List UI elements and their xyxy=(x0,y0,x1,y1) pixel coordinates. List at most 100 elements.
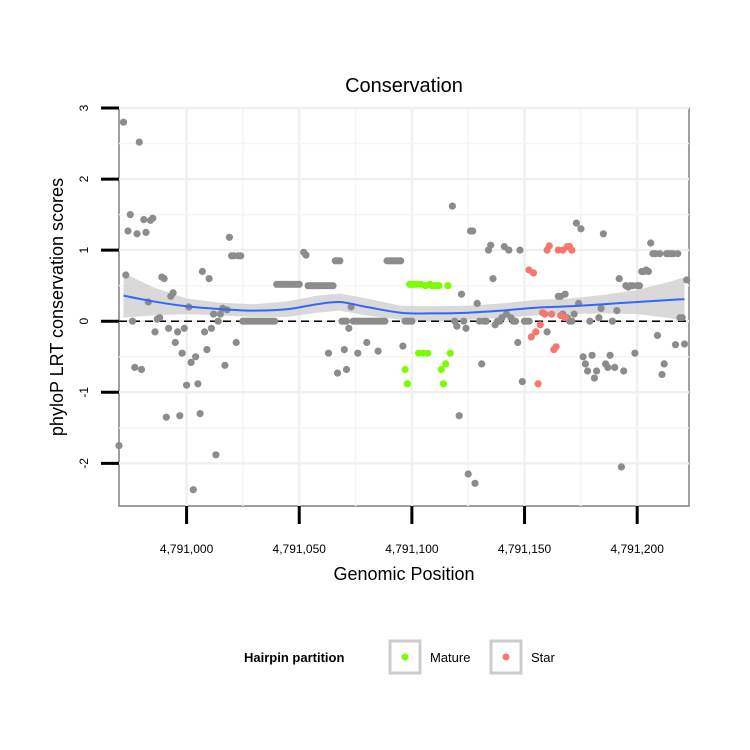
y-tick-label-5: 3 xyxy=(77,104,91,111)
point-other-151 xyxy=(482,317,490,325)
point-other-132 xyxy=(342,365,351,374)
point-other-186 xyxy=(586,317,594,325)
point-star-7 xyxy=(541,310,549,318)
point-other-51 xyxy=(232,338,240,347)
y-axis: -2 -1 0 1 2 3 xyxy=(77,104,119,469)
y-tick-label-3: 1 xyxy=(77,246,91,253)
point-other-142 xyxy=(462,324,470,332)
point-other-37 xyxy=(201,328,209,336)
point-other-116 xyxy=(381,317,389,325)
point-other-190 xyxy=(595,314,603,322)
point-other-6 xyxy=(131,363,139,371)
point-other-99 xyxy=(342,317,351,325)
point-other-200 xyxy=(617,463,626,471)
point-other-34 xyxy=(194,380,202,388)
point-other-138 xyxy=(453,322,461,330)
data-points xyxy=(115,118,691,494)
point-other-153 xyxy=(487,241,495,249)
point-other-217 xyxy=(656,250,664,258)
x-tick-label-0: 4,791,000 xyxy=(160,542,214,556)
point-other-194 xyxy=(604,363,612,371)
point-star-2 xyxy=(529,269,538,277)
point-other-178 xyxy=(568,317,576,325)
point-other-31 xyxy=(187,358,195,366)
point-other-130 xyxy=(333,369,342,377)
point-other-128 xyxy=(408,317,416,325)
point-star-1 xyxy=(527,333,535,341)
point-other-145 xyxy=(469,227,477,235)
legend-title: Hairpin partition xyxy=(244,650,344,665)
point-other-124 xyxy=(399,342,407,350)
point-other-9 xyxy=(137,365,146,374)
x-tick-label-2: 4,791,100 xyxy=(385,542,439,556)
point-other-27 xyxy=(178,349,186,357)
point-other-170 xyxy=(525,317,533,325)
point-other-24 xyxy=(171,338,179,347)
point-other-19 xyxy=(160,275,168,283)
point-other-218 xyxy=(658,370,666,379)
point-other-167 xyxy=(518,378,526,386)
point-other-5 xyxy=(128,317,137,325)
point-other-198 xyxy=(613,307,621,315)
point-star-12 xyxy=(552,343,560,351)
point-other-42 xyxy=(212,451,220,459)
point-other-196 xyxy=(608,317,617,325)
point-other-2 xyxy=(122,271,130,279)
y-axis-title: phyloP LRT conservation scores xyxy=(47,178,67,436)
point-other-46 xyxy=(221,361,229,369)
point-other-146 xyxy=(471,479,479,487)
point-other-32 xyxy=(189,486,197,494)
point-mature-16 xyxy=(437,365,445,374)
point-star-19 xyxy=(568,246,576,254)
point-other-201 xyxy=(620,367,628,375)
point-other-133 xyxy=(354,349,362,357)
point-other-100 xyxy=(345,324,353,332)
point-other-79 xyxy=(295,280,303,288)
point-other-166 xyxy=(516,246,524,254)
point-other-180 xyxy=(572,219,581,227)
point-other-21 xyxy=(165,324,173,332)
point-other-0 xyxy=(115,442,123,450)
point-other-1 xyxy=(119,118,128,126)
point-other-182 xyxy=(577,225,585,233)
point-mature-19 xyxy=(444,282,452,290)
point-other-135 xyxy=(374,347,382,355)
point-other-53 xyxy=(237,252,245,260)
point-other-179 xyxy=(570,310,578,318)
point-mature-18 xyxy=(442,360,450,368)
point-other-225 xyxy=(674,250,682,258)
point-other-197 xyxy=(611,363,619,371)
point-other-161 xyxy=(505,246,513,254)
point-other-224 xyxy=(671,341,680,349)
x-tick-label-3: 4,791,150 xyxy=(498,542,552,556)
point-other-185 xyxy=(584,367,592,375)
point-other-134 xyxy=(363,338,371,347)
y-tick-label-2: 0 xyxy=(77,318,91,325)
point-other-219 xyxy=(660,360,668,368)
point-star-4 xyxy=(534,380,542,388)
x-axis-title: Genomic Position xyxy=(333,564,474,584)
point-other-4 xyxy=(126,211,134,219)
point-other-131 xyxy=(340,346,348,354)
point-other-175 xyxy=(561,290,569,298)
point-mature-1 xyxy=(403,380,411,388)
point-other-183 xyxy=(579,353,587,361)
point-mature-0 xyxy=(401,365,409,374)
point-other-39 xyxy=(205,275,213,283)
x-tick-label-4: 4,791,200 xyxy=(610,542,664,556)
point-other-164 xyxy=(511,317,520,325)
point-other-40 xyxy=(207,324,215,332)
point-other-192 xyxy=(599,230,608,238)
point-other-15 xyxy=(151,328,159,336)
point-other-8 xyxy=(135,138,143,146)
point-other-28 xyxy=(180,324,188,332)
point-mature-10 xyxy=(424,349,432,357)
point-star-10 xyxy=(548,310,556,318)
point-other-189 xyxy=(593,367,601,375)
point-other-171 xyxy=(543,328,551,336)
point-other-149 xyxy=(478,360,486,368)
y-tick-label-1: -1 xyxy=(77,387,91,398)
point-other-123 xyxy=(397,257,405,265)
point-other-29 xyxy=(183,381,191,389)
